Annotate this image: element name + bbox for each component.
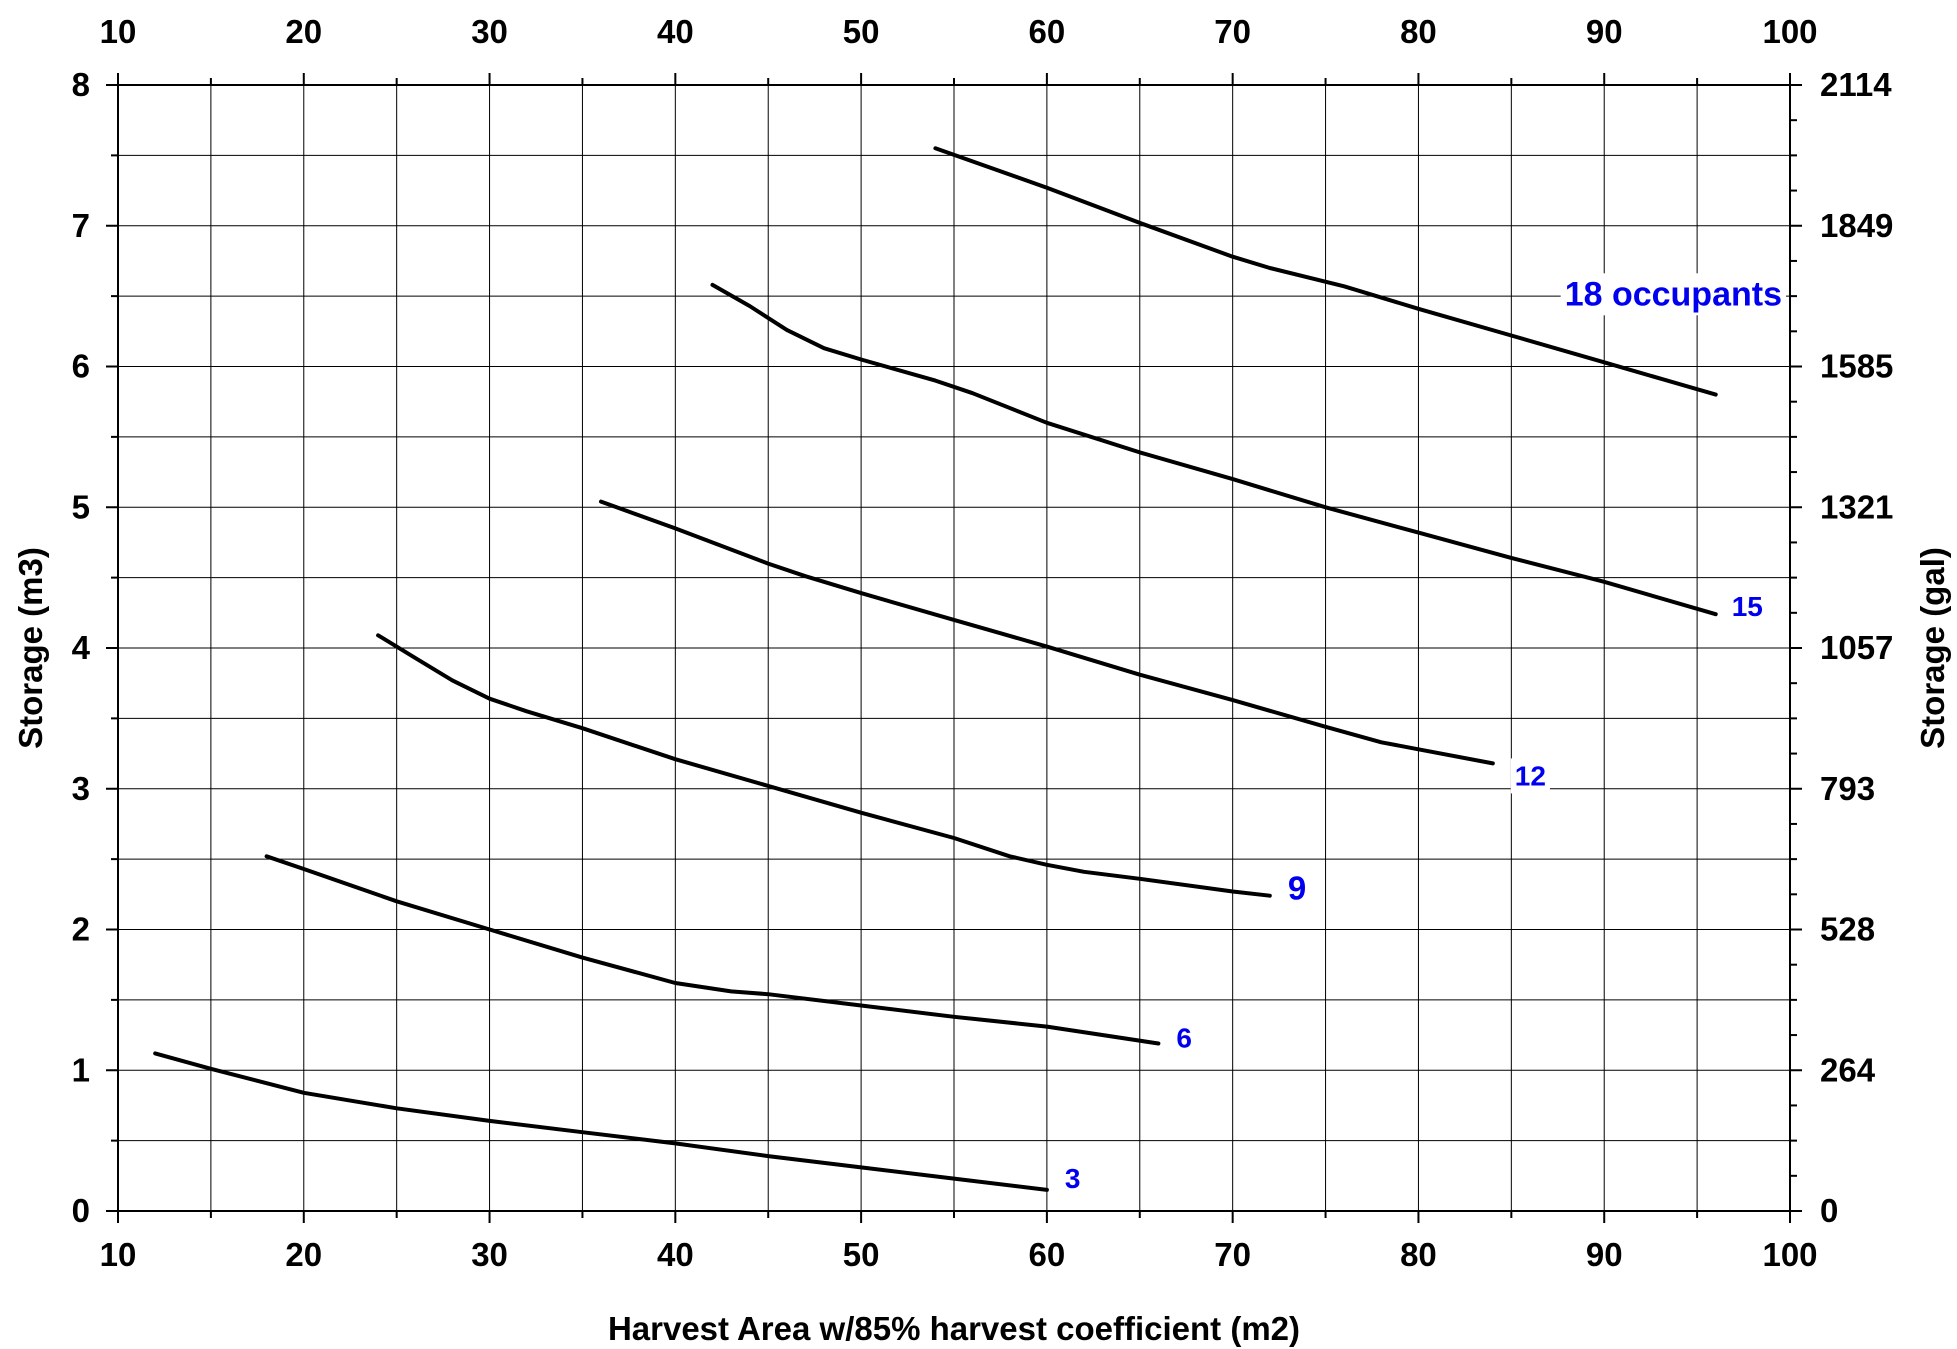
x-tick-label-top: 90	[1586, 13, 1623, 50]
series-label-5: 15	[1732, 591, 1763, 622]
series-label-2: 6	[1176, 1023, 1192, 1054]
x-tick-label-bottom: 80	[1400, 1236, 1437, 1273]
series-line-5	[710, 282, 1718, 617]
x-tick-label-top: 70	[1214, 13, 1251, 50]
x-tick-label-top: 10	[100, 13, 137, 50]
y-tick-label: 0	[72, 1192, 90, 1229]
y2-tick-label: 1057	[1820, 629, 1893, 666]
series-label-4: 12	[1515, 760, 1546, 791]
series-line-6	[933, 146, 1718, 397]
plot-frame	[117, 84, 1791, 1212]
y-tick-label: 8	[72, 66, 90, 103]
series-line-3	[376, 633, 1272, 898]
x-tick-label-bottom: 10	[100, 1236, 137, 1273]
series-label-background	[1283, 867, 1311, 909]
x-axis-title: Harvest Area w/85% harvest coefficient (…	[608, 1310, 1300, 1347]
x-tick-label-top: 80	[1400, 13, 1437, 50]
x-tick-label-bottom: 20	[285, 1236, 322, 1273]
series-line-2	[264, 854, 1161, 1046]
y-tick-label: 4	[72, 629, 91, 666]
series-label-1: 3	[1065, 1163, 1081, 1194]
x-tick-label-top: 20	[285, 13, 322, 50]
x-tick-label-bottom: 90	[1586, 1236, 1623, 1273]
y2-tick-label: 2114	[1820, 66, 1892, 103]
series-labels: 3 6 9 12 15 18 occupants	[1060, 273, 1786, 1196]
y2-tick-label: 528	[1820, 911, 1875, 948]
y-tick-label: 3	[72, 770, 90, 807]
series-label-background	[1510, 758, 1550, 794]
x-tick-label-bottom: 50	[843, 1236, 880, 1273]
x-tick-label-bottom: 60	[1029, 1236, 1066, 1273]
y2-tick-label: 793	[1820, 770, 1875, 807]
tick-labels: 1010202030304040505060607070808090901001…	[72, 13, 1894, 1273]
tick-marks	[106, 73, 1802, 1223]
x-tick-label-top: 40	[657, 13, 694, 50]
y-tick-label: 7	[72, 207, 90, 244]
series-label-3: 9	[1288, 870, 1306, 907]
x-tick-label-top: 100	[1762, 13, 1817, 50]
y2-tick-label: 0	[1820, 1192, 1838, 1229]
series-label-background	[1060, 1160, 1085, 1196]
x-tick-label-bottom: 70	[1214, 1236, 1251, 1273]
y-axis-title: Storage (m3)	[12, 547, 49, 749]
x-tick-label-top: 50	[843, 13, 880, 50]
y-tick-label: 1	[72, 1051, 90, 1088]
y-tick-label: 5	[72, 488, 90, 525]
y2-tick-label: 1321	[1820, 488, 1893, 525]
y2-axis-title: Storage (gal)	[1914, 547, 1951, 749]
y2-tick-label: 1849	[1820, 207, 1893, 244]
y-tick-label: 6	[72, 348, 90, 385]
x-tick-label-top: 60	[1029, 13, 1066, 50]
y2-tick-label: 1585	[1820, 348, 1893, 385]
y2-tick-label: 264	[1820, 1051, 1876, 1088]
series-label-background	[1727, 589, 1767, 625]
series-label-6: 18 occupants	[1565, 275, 1782, 313]
x-tick-label-bottom: 40	[657, 1236, 694, 1273]
x-tick-label-bottom: 100	[1762, 1236, 1817, 1273]
series-line-1	[153, 1051, 1049, 1192]
series-label-background	[1172, 1020, 1196, 1056]
series-line-4	[599, 499, 1495, 766]
series-lines	[153, 146, 1718, 1192]
x-tick-label-top: 30	[471, 13, 508, 50]
x-tick-label-bottom: 30	[471, 1236, 508, 1273]
series-label-background	[1560, 273, 1786, 316]
y-tick-label: 2	[72, 911, 90, 948]
